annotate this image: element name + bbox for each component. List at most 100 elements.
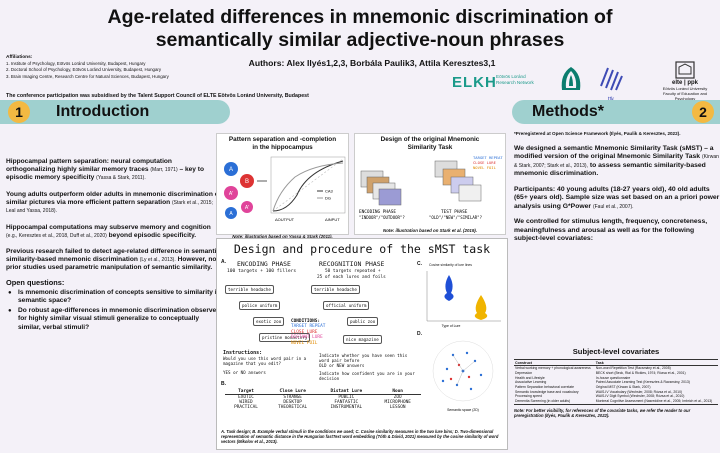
covariates-title: Subject-level covariates xyxy=(572,347,660,356)
title-line-2: semantically similar adjective-noun phra… xyxy=(155,29,565,51)
cell: MICROPHONE xyxy=(384,400,411,405)
legend-close: CLOSE LURE xyxy=(473,160,497,165)
node-a-prime xyxy=(224,186,238,200)
intro-p4-cite: (Ly et al., 2013). xyxy=(139,257,176,264)
title-line-1: Age-related differences in mnemonic disc… xyxy=(107,6,613,28)
cell: Health and Lifestyle xyxy=(515,375,545,380)
cell: BECK short (Beck, Rial & Rickles, 1974; … xyxy=(595,370,686,375)
covariates-note: Note: For better visibility, for referen… xyxy=(514,407,691,418)
intro-paragraph-4: Previous research failed to detect age-r… xyxy=(6,248,222,272)
test-label: TEST PHASE xyxy=(441,209,468,215)
chart-frame xyxy=(270,156,346,214)
table-row: EXOTIC STRANGE PUBLIC ZOO xyxy=(225,395,421,400)
fig2-title-1: Design of the original Mnemonic xyxy=(380,136,480,143)
violin-close xyxy=(444,275,454,301)
condition-target: TARGET REPEAT xyxy=(291,324,326,330)
cell: Dementia Screening (in older adults) xyxy=(515,399,571,404)
fig1-title-1: Pattern separation and -completion xyxy=(228,136,337,143)
instr-2: YES or NO answers xyxy=(223,369,266,375)
affiliations: Affiliations: 1. Institute of Psychology… xyxy=(6,54,236,80)
cosine-violin-chart: Type of Lure xyxy=(426,271,501,328)
cell: Depression xyxy=(515,370,533,375)
conditions-title: CONDITIONS: xyxy=(291,319,321,324)
cell: Non-word Repetition Test (Racsmány et al… xyxy=(595,366,671,371)
elkh-logo-text: Eötvös Loránd Research Network xyxy=(496,74,534,86)
cov-th-construct: Construct xyxy=(514,359,595,366)
intro-p4-text: Previous research failed to detect age-r… xyxy=(6,248,221,264)
hcccl-logo: HCCCL xyxy=(558,64,584,104)
cell: Semantic knowledge base and vocabulary xyxy=(515,389,579,394)
open-questions-title: Open questions: xyxy=(6,278,65,288)
node-a-label: A xyxy=(229,167,233,173)
intro-p3-text: Hippocampal computations may subserve me… xyxy=(6,223,211,231)
cell: Processing speed xyxy=(515,394,542,399)
elte-text-2: Faculty of Education and Psychology xyxy=(662,91,708,101)
cell: ZOO xyxy=(393,395,402,400)
table-row: Semantic knowledge base and vocabulary WA… xyxy=(514,389,718,394)
enc-instructions: Instructions: Would you use this word pa… xyxy=(223,350,313,375)
table-row: WIRED DESKTOP FANTASTIC MICROPHONE xyxy=(225,400,421,405)
cell: Original MST (Kirwan & Stark, 2007) xyxy=(595,385,651,390)
intro-p1-cite: (Marr, 1971) xyxy=(150,167,178,174)
enc-card-2: police uniform xyxy=(239,301,281,310)
cell: FANTASTIC xyxy=(334,400,359,405)
methods-body: *Preregistered at Open Science Framework… xyxy=(514,130,720,244)
legend-dg: DG xyxy=(325,196,331,201)
axis-y-label: ΔOUTPUT xyxy=(275,217,295,222)
cell: WAIS-IV Vocabulary (Wechsler, 2008; Rózs… xyxy=(595,389,683,394)
axis-x-label: ΔINPUT xyxy=(325,217,340,222)
cell: PUBLIC xyxy=(338,395,355,400)
legend-ca3: CA3 xyxy=(325,189,334,194)
fig1-note: Note: illustration based on Yassa & Star… xyxy=(232,234,333,239)
cell: EXOTIC xyxy=(238,395,254,400)
rec-card-1: terrible headache xyxy=(311,285,360,294)
elte-logo: elte | ppk Eötvös Loránd University Facu… xyxy=(654,60,716,106)
rec-instr-2: OLD or NEW answers xyxy=(319,363,365,369)
elte-text-1: Eötvös Loránd University xyxy=(662,86,708,91)
panel-a-label: A. xyxy=(221,259,226,265)
covariates-table: Construct Task Verbal working memory + p… xyxy=(514,359,718,405)
methods-paragraph-1: We designed a semantic Mnemonic Similari… xyxy=(514,145,720,179)
rec-phase-sub-1: 50 targets repeated + xyxy=(325,269,381,274)
node-a-prime2-label: A' xyxy=(245,205,249,211)
intro-p3-end: beyond episodic specificity. xyxy=(108,231,197,239)
cell: WIRED xyxy=(239,400,253,405)
open-question-1: Is mnemonic discrimination of concepts s… xyxy=(6,289,222,305)
rec-phase-title: RECOGNITION PHASE xyxy=(319,260,385,268)
table-row: PRACTICAL THEORETICAL INSTRUMENTAL LESSO… xyxy=(225,405,421,410)
fig2-title-2: Similarity Task xyxy=(407,143,453,151)
affiliation-1: 1. Institute of Psychology, Eötvös Lorán… xyxy=(6,61,146,67)
panel-d-label: D. xyxy=(417,331,422,337)
intro-p4-end: However, no prior studies used parametri… xyxy=(6,256,217,272)
intro-p1-text: Hippocampal pattern separation: neural c… xyxy=(6,158,172,174)
subsidy-note: The conference participation was subsidi… xyxy=(6,93,309,99)
intro-number-badge: 1 xyxy=(8,101,30,123)
cell: Paired Associate Learning Test (Kereszte… xyxy=(595,380,690,385)
rec-instr-3: Indicate how confident you are in your d… xyxy=(319,370,415,381)
rec-instructions: Indicate whether you have seen this word… xyxy=(319,353,415,381)
c-xlabel: Type of Lure xyxy=(442,324,461,328)
design-title: Design and procedure of the sMST task xyxy=(233,242,491,256)
enc-label: ENCODING PHASE xyxy=(359,209,396,215)
dg-curve xyxy=(272,162,344,212)
intro-body: Hippocampal pattern separation: neural c… xyxy=(6,158,222,334)
node-a2-label: A xyxy=(229,211,233,217)
table-row: Depression BECK short (Beck, Rial & Rickl… xyxy=(514,371,718,376)
condition-foil: NOVEL FOIL xyxy=(291,340,318,346)
cell: Montreal Cognitive Assessment (Nasreddin… xyxy=(595,399,713,404)
open-question-2: Do robust age-differences in mnemonic di… xyxy=(6,307,222,331)
poster-title: Age-related differences in mnemonic disc… xyxy=(0,6,720,52)
rec-instr-1: Indicate whether you have seen this word… xyxy=(319,353,408,364)
enc-card-1: terrible headache xyxy=(225,285,274,294)
fig2-title: Design of the original Mnemonic Similari… xyxy=(355,136,505,151)
methods-p2-text: Participants: 40 young adults (18-27 yea… xyxy=(514,185,720,210)
panel-c-label: C. xyxy=(417,261,422,267)
intro-paragraph-2: Young adults outperform older adults in … xyxy=(6,191,222,215)
cov-th-task: Task xyxy=(594,359,718,366)
th-target: Target xyxy=(238,389,254,394)
enc-sub: "INDOOR"/"OUTDOOR"? xyxy=(359,215,405,220)
panel-c-title: Cosine similarity of lure lines xyxy=(429,263,472,267)
th-distant: Distant Lure xyxy=(330,389,363,394)
methods-p1-cite: (Kirwan & Stark, 2007; Stark et al., 201… xyxy=(514,154,719,169)
design-panel: Design and procedure of the sMST task A.… xyxy=(216,238,508,450)
